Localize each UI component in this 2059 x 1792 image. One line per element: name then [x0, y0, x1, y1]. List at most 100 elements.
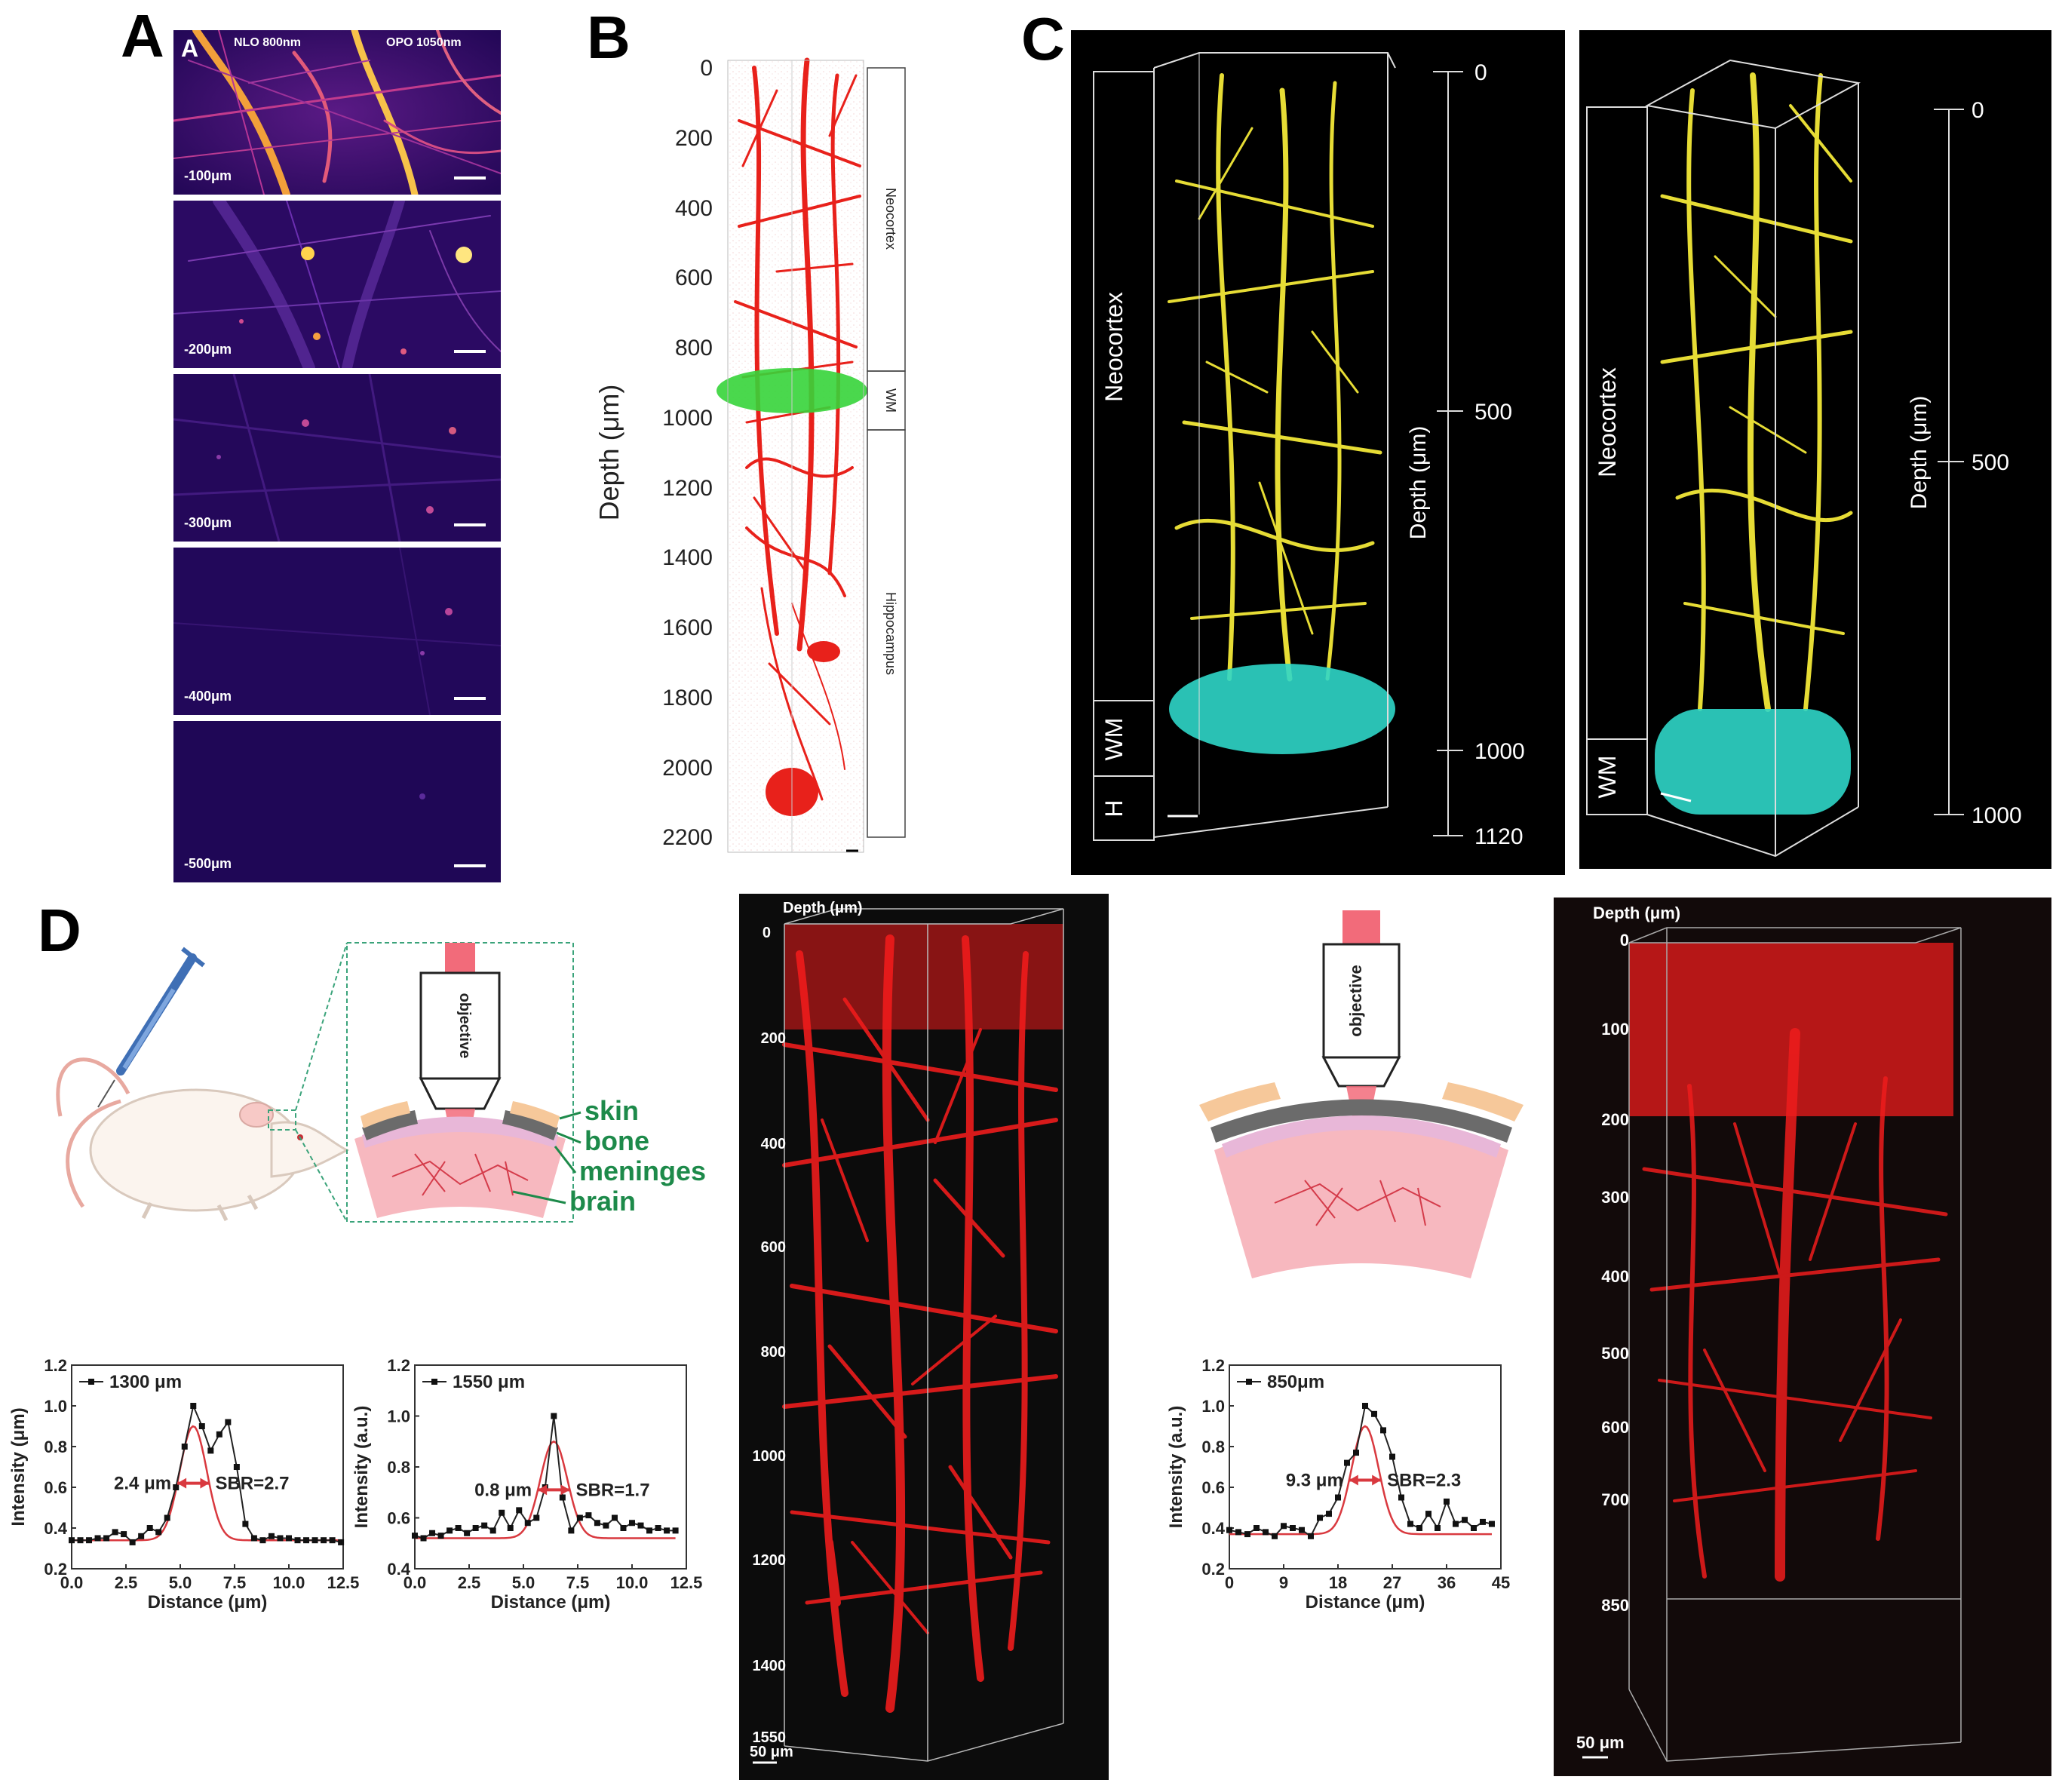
legend-label: 850μm [1267, 1372, 1324, 1392]
microscopy-tile-200um: -200μm [173, 201, 501, 368]
x-tick-label: 2.5 [115, 1573, 138, 1592]
data-point [1480, 1518, 1486, 1525]
mouse-icon [56, 1057, 350, 1222]
y-tick-label: 0.4 [1201, 1519, 1225, 1538]
data-point [321, 1537, 327, 1544]
region-label-neocortex: Neocortex [883, 188, 898, 250]
profile-plot-850um: 0 9 18 27 36 45 0.2 0.4 0.6 0.8 1.0 1.2 Distance (μm… [1166, 1356, 1510, 1612]
data-point [146, 1525, 153, 1531]
data-point [551, 1413, 557, 1419]
header-nlo-label: NLO 800nm [234, 36, 301, 49]
data-point [190, 1403, 197, 1409]
data-point [1471, 1525, 1477, 1531]
data-point [338, 1539, 345, 1545]
x-tick-label: 36 [1438, 1573, 1456, 1592]
legend-marker [431, 1379, 437, 1385]
x-tick-label: 5.0 [169, 1573, 192, 1592]
scale-bar [454, 697, 486, 700]
y-tick-label: 0.8 [1201, 1438, 1225, 1456]
x-tick-label: 0 [1225, 1573, 1234, 1592]
depth-tick: 1120 [1474, 824, 1524, 849]
data-point [86, 1537, 93, 1544]
tile-depth-label: -100μm [184, 168, 232, 183]
scale-bar [1660, 792, 1692, 802]
tile-depth-label: -400μm [184, 689, 232, 704]
y-tick-label: 1.0 [387, 1407, 410, 1426]
depth-tick: 0 [763, 925, 771, 941]
depth-tick: 600 [761, 1239, 786, 1256]
depth-tick: 2200 [662, 825, 713, 850]
y-axis-label: Intensity (μm) [8, 1407, 29, 1526]
y-tick-label: 1.2 [44, 1356, 67, 1375]
data-point [499, 1509, 505, 1516]
fwhm-arrowhead [200, 1477, 210, 1489]
panel-c-left-volume: Neocortex WM H 0 500 1000 1120 Depth (μm… [1071, 30, 1565, 875]
depth-axis-title: Depth (μm) [783, 900, 863, 916]
depth-tick: 400 [675, 196, 713, 221]
fwhm-label: 9.3 μm [1286, 1471, 1343, 1491]
data-point [455, 1525, 462, 1531]
depth-tick: 800 [761, 1344, 786, 1361]
data-point [1380, 1427, 1386, 1434]
data-point [1371, 1410, 1377, 1417]
depth-tick: 600 [675, 265, 713, 290]
depth-tick: 1400 [662, 545, 713, 570]
data-point [250, 1535, 257, 1542]
data-point [311, 1537, 318, 1544]
objective-icon [1322, 943, 1401, 1059]
fwhm-arrowhead [177, 1477, 187, 1489]
scale-bar-label: 50 μm [750, 1744, 793, 1760]
scale-bar [454, 176, 486, 180]
data-point [286, 1535, 292, 1542]
data-point [181, 1444, 188, 1450]
y-tick-label: 0.2 [44, 1560, 67, 1579]
data-point [472, 1525, 479, 1531]
data-point [94, 1535, 101, 1542]
region-label-neocortex: Neocortex [1594, 367, 1621, 477]
data-point [1226, 1527, 1232, 1533]
panel-label-d: D [38, 897, 81, 964]
y-tick-label: 0.6 [44, 1478, 67, 1497]
data-point [69, 1537, 75, 1544]
depth-tick: 0 [1620, 931, 1629, 950]
data-point [1398, 1494, 1404, 1501]
depth-tick: 300 [1601, 1188, 1629, 1207]
fwhm-label: 2.4 μm [114, 1474, 171, 1494]
panel-label-b: B [587, 4, 631, 71]
data-point [1407, 1520, 1413, 1527]
data-point [576, 1514, 583, 1521]
x-tick-label: 5.0 [512, 1573, 535, 1592]
data-point [1254, 1525, 1260, 1531]
vessel-network [391, 1153, 529, 1196]
data-point [620, 1525, 627, 1531]
vessel-network [782, 934, 1058, 1713]
x-tick-label: 12.5 [327, 1573, 360, 1592]
data-point [1453, 1520, 1459, 1527]
depth-tick: 600 [1601, 1418, 1629, 1437]
objective-label: objective [456, 993, 473, 1059]
y-tick-label: 0.8 [44, 1438, 67, 1456]
plot-frame [71, 1364, 344, 1570]
depth-tick: 1800 [662, 686, 713, 710]
x-tick-label: 45 [1492, 1573, 1510, 1592]
depth-tick: 850 [1601, 1596, 1629, 1615]
region-label-neocortex: Neocortex [1100, 292, 1128, 402]
vessel-image-200um [173, 201, 501, 368]
data-point [1416, 1525, 1422, 1531]
vessel-network [1660, 72, 1853, 712]
microscopy-tile-400um: -400μm [173, 548, 501, 715]
y-tick-label: 1.2 [387, 1356, 410, 1375]
depth-tick: 1550 [753, 1729, 787, 1746]
data-point [138, 1533, 145, 1539]
profile-plot-1300um: 0.0 2.5 5.0 7.5 10.0 12.5 0.2 0.4 0.6 0.8 1.0 1.2 Di… [8, 1356, 360, 1612]
depth-tick: 200 [675, 126, 713, 151]
scale-bar [454, 523, 486, 526]
scale-bar [454, 350, 486, 353]
data-point [1290, 1525, 1296, 1531]
data-point [1462, 1517, 1468, 1524]
white-matter-band [1169, 664, 1395, 754]
depth-tick: 0 [700, 56, 713, 81]
x-tick-label: 7.5 [566, 1573, 590, 1592]
depth-tick: 0 [1972, 98, 1984, 123]
data-point [412, 1533, 418, 1539]
